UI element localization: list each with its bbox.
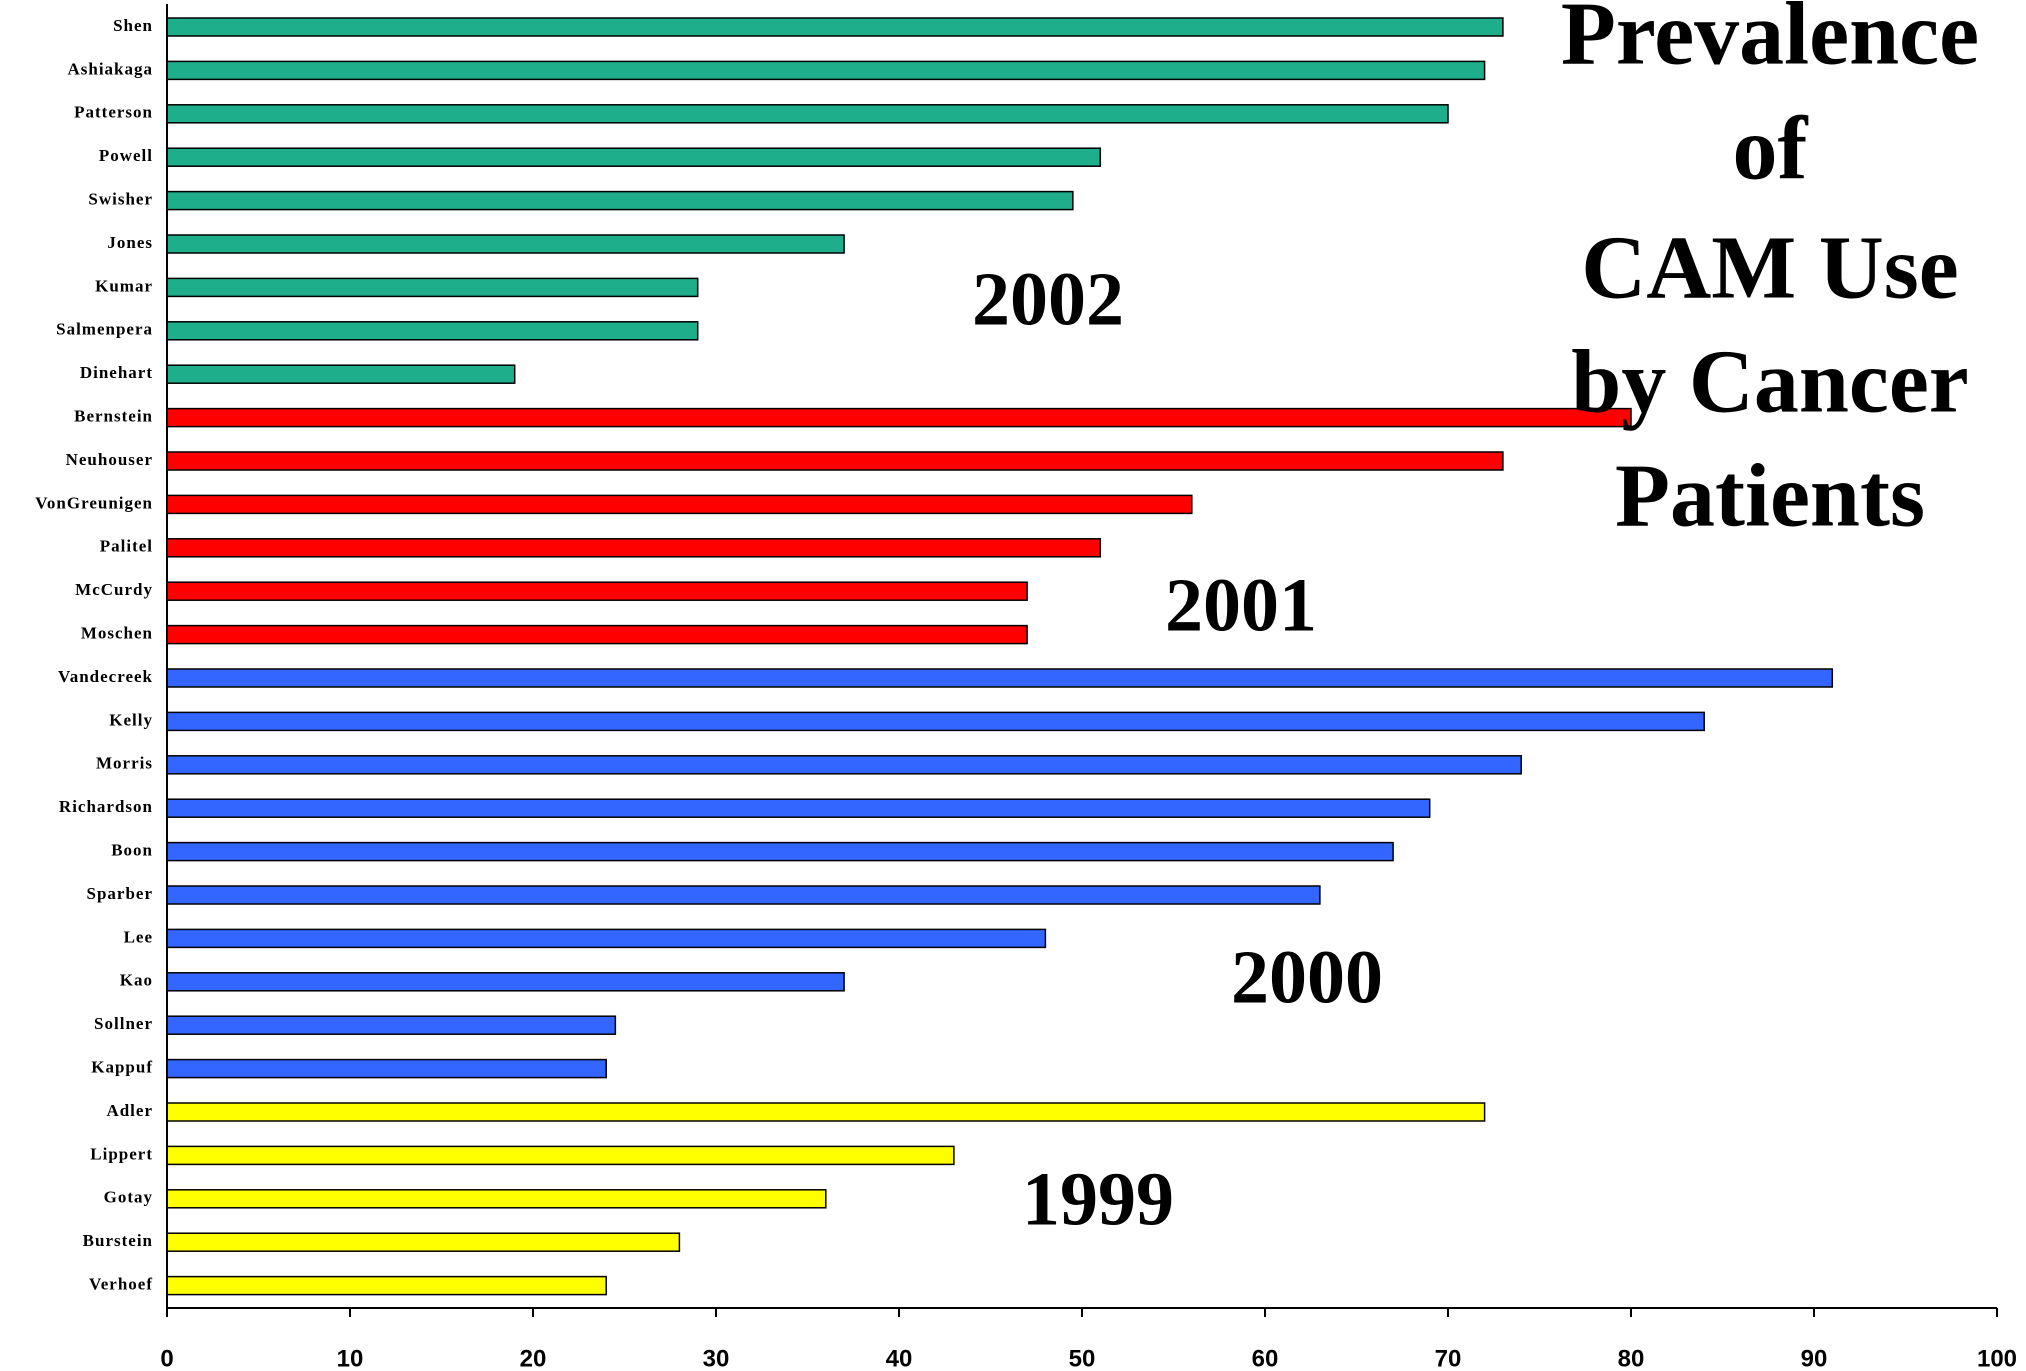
category-label: Palitel (100, 537, 153, 556)
category-label: Shen (113, 16, 153, 35)
category-label: Salmenpera (56, 320, 153, 339)
chart-title: Prevalence (1561, 0, 1979, 84)
bar (166, 841, 1394, 862)
category-label: Kumar (95, 276, 153, 295)
bar (166, 1189, 827, 1209)
chart-title: CAM Use (1581, 219, 1958, 318)
bar (166, 321, 699, 341)
series-label: 2001 (1165, 563, 1317, 647)
category-label: Jones (107, 233, 153, 252)
series-label: 2002 (972, 257, 1124, 341)
category-label: Gotay (104, 1188, 153, 1207)
x-tick-label: 80 (1618, 1345, 1645, 1371)
bar (166, 624, 1028, 645)
series-label: 2000 (1231, 935, 1383, 1019)
chart-title: by Cancer (1571, 333, 1968, 432)
x-tick-label: 10 (337, 1345, 364, 1371)
x-tick-label: 100 (1977, 1345, 2017, 1371)
category-label: VonGreunigen (35, 493, 153, 512)
bar (166, 60, 1486, 81)
x-tick-label: 20 (520, 1345, 547, 1371)
category-label: Swisher (88, 190, 153, 209)
bar (166, 147, 1102, 167)
x-tick-label: 50 (1069, 1345, 1096, 1371)
category-label: Dinehart (80, 363, 153, 382)
category-label: Powell (99, 146, 153, 165)
category-label: Sparber (87, 884, 154, 903)
category-label: Kao (120, 971, 153, 990)
bar (166, 1232, 681, 1252)
bar (166, 451, 1504, 471)
category-label: McCurdy (75, 580, 153, 599)
bar (166, 885, 1321, 905)
bar (166, 1102, 1486, 1122)
bar (166, 1145, 955, 1166)
bar (166, 17, 1504, 37)
x-tick-label: 0 (160, 1345, 173, 1371)
category-label: Verhoef (89, 1275, 153, 1294)
chart-title: of (1733, 100, 1809, 199)
bar (166, 1275, 607, 1296)
x-tick-label: 30 (703, 1345, 730, 1371)
x-tick-label: 70 (1435, 1345, 1462, 1371)
bar (166, 277, 699, 298)
bar (166, 798, 1431, 818)
category-label: Sollner (94, 1014, 153, 1033)
category-label: Moschen (81, 624, 153, 643)
category-label: Ashiakaga (67, 59, 153, 78)
category-label: Neuhouser (66, 450, 153, 469)
bar (166, 538, 1102, 558)
bar (166, 494, 1193, 515)
bar (166, 928, 1047, 949)
bar (166, 104, 1449, 124)
bar (166, 581, 1028, 601)
category-label: Burstein (83, 1231, 153, 1250)
bar (166, 190, 1074, 211)
bar (166, 972, 845, 992)
category-label: Richardson (59, 797, 153, 816)
bar (166, 668, 1834, 688)
x-tick-label: 40 (886, 1345, 913, 1371)
category-label: Boon (111, 841, 153, 860)
series-label: 1999 (1022, 1157, 1174, 1241)
category-label: Patterson (74, 103, 153, 122)
x-tick-label: 60 (1252, 1345, 1279, 1371)
bar (166, 711, 1705, 732)
x-tick-label: 90 (1801, 1345, 1828, 1371)
bar (166, 1015, 617, 1035)
category-label: Adler (106, 1101, 153, 1120)
category-label: Kappuf (91, 1058, 153, 1077)
bar (166, 364, 516, 384)
bar (166, 234, 845, 254)
category-label: Lippert (90, 1144, 153, 1163)
category-label: Vandecreek (58, 667, 153, 686)
category-label: Morris (96, 754, 153, 773)
category-label: Kelly (109, 710, 153, 729)
bar (166, 755, 1522, 775)
category-label: Lee (124, 927, 153, 946)
chart-title: Patients (1615, 447, 1925, 546)
bar (166, 1058, 607, 1079)
bar (166, 407, 1632, 428)
category-label: Bernstein (74, 407, 153, 426)
